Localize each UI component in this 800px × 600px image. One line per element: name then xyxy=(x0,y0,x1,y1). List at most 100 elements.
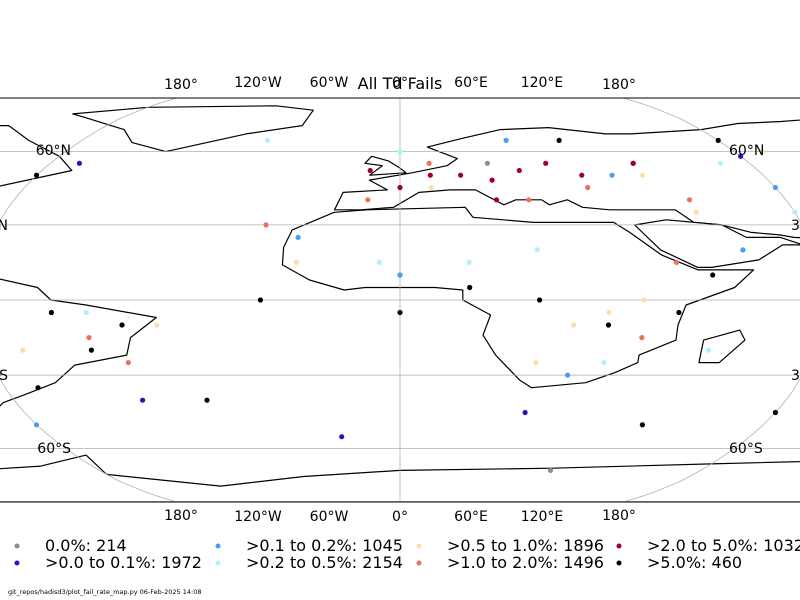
station-marker xyxy=(367,167,373,174)
station-marker xyxy=(686,197,693,203)
lon-label-top: 60°W xyxy=(310,75,349,91)
legend-label: >5.0%: 460 xyxy=(647,553,742,572)
legend-label: >2.0 to 5.0%: 1032 xyxy=(647,536,800,555)
station-marker xyxy=(365,197,371,203)
station-marker xyxy=(639,172,646,178)
station-marker xyxy=(639,335,645,341)
lon-label-bottom: 120°E xyxy=(521,509,564,525)
station-marker xyxy=(427,172,433,178)
station-marker xyxy=(263,222,269,228)
station-marker xyxy=(710,272,716,278)
station-marker xyxy=(257,297,263,303)
station-marker xyxy=(458,172,464,178)
lon-label-top: 180° xyxy=(164,77,198,93)
station-marker xyxy=(759,149,766,155)
lat-label-left: S xyxy=(0,368,8,384)
station-marker xyxy=(601,360,607,366)
land-antarctica xyxy=(0,454,800,502)
station-marker xyxy=(264,137,270,143)
land-britain xyxy=(364,155,407,176)
station-marker xyxy=(547,467,554,473)
lat-label-left: N xyxy=(0,218,8,234)
station-marker xyxy=(543,160,549,166)
station-marker xyxy=(376,259,382,265)
land-north-america xyxy=(0,125,73,281)
station-marker xyxy=(397,309,403,316)
station-marker xyxy=(76,160,82,166)
station-marker xyxy=(33,422,40,428)
map-body xyxy=(0,98,800,502)
station-marker xyxy=(673,259,680,265)
station-marker xyxy=(293,259,299,265)
station-marker xyxy=(639,422,646,428)
station-marker xyxy=(428,184,434,191)
lat-label-left: 60°S xyxy=(37,441,71,457)
land-madagascar xyxy=(698,329,746,364)
station-marker xyxy=(88,347,94,353)
latitude-labels-left: 60°N N S 60°S xyxy=(0,143,71,457)
lon-label-top: 180° xyxy=(602,77,636,93)
station-marker xyxy=(48,309,55,316)
station-marker xyxy=(715,137,721,143)
station-marker xyxy=(526,197,532,203)
station-marker xyxy=(571,322,577,328)
station-marker xyxy=(565,372,571,378)
station-marker xyxy=(537,297,543,303)
station-marker xyxy=(467,284,473,291)
station-marker xyxy=(397,149,403,155)
legend-label: >0.2 to 0.5%: 2154 xyxy=(246,553,403,572)
station-marker xyxy=(772,409,779,416)
station-markers xyxy=(0,137,798,473)
station-marker xyxy=(119,322,125,328)
station-marker xyxy=(630,160,636,166)
lon-label-top: 0° xyxy=(392,75,408,91)
station-marker xyxy=(339,434,345,440)
station-marker xyxy=(35,385,41,391)
station-marker xyxy=(738,153,744,159)
legend-label: >1.0 to 2.0%: 1496 xyxy=(447,553,604,572)
station-marker xyxy=(534,247,540,253)
station-marker xyxy=(693,209,699,215)
lat-label-right: 60°N xyxy=(729,143,764,159)
station-marker xyxy=(493,197,500,203)
station-marker xyxy=(676,309,682,316)
legend-marker xyxy=(616,543,622,549)
station-marker xyxy=(585,184,591,191)
legend-marker xyxy=(215,543,221,549)
station-marker xyxy=(740,247,746,253)
station-marker xyxy=(489,177,495,183)
station-marker xyxy=(33,172,40,178)
legend-marker xyxy=(416,560,422,566)
lat-label-right: 60°S xyxy=(729,441,763,457)
legend-marker xyxy=(616,560,622,566)
station-marker xyxy=(718,160,724,166)
lon-label-bottom: 180° xyxy=(602,508,636,524)
legend: 0.0%: 214 >0.0 to 0.1%: 1972 >0.1 to 0.2… xyxy=(14,536,800,572)
landmasses xyxy=(0,105,800,502)
legend-marker xyxy=(215,560,221,566)
legend-marker xyxy=(14,560,20,566)
station-marker xyxy=(606,309,612,316)
land-arabia xyxy=(634,219,800,268)
station-marker xyxy=(579,172,585,178)
station-marker xyxy=(522,409,528,416)
lat-label-left: 60°N xyxy=(36,143,71,159)
legend-label: >0.0 to 0.1%: 1972 xyxy=(45,553,202,572)
station-marker xyxy=(397,272,403,278)
station-marker xyxy=(533,360,539,366)
legend-label: >0.5 to 1.0%: 1896 xyxy=(447,536,604,555)
station-marker xyxy=(556,137,562,143)
chart-title: All Td Fails xyxy=(358,74,443,93)
longitude-labels-top: 180° 120°W 60°W 0° 60°E 120°E 180° xyxy=(164,75,636,93)
legend-label: >0.1 to 0.2%: 1045 xyxy=(246,536,403,555)
lon-label-bottom: 60°W xyxy=(310,509,349,525)
station-marker xyxy=(484,160,490,166)
station-marker xyxy=(140,397,146,403)
station-marker xyxy=(706,347,712,353)
lon-label-bottom: 180° xyxy=(164,508,198,524)
station-marker xyxy=(466,259,472,265)
station-marker xyxy=(609,172,615,178)
legend-label: 0.0%: 214 xyxy=(45,536,127,555)
station-marker xyxy=(397,184,403,191)
